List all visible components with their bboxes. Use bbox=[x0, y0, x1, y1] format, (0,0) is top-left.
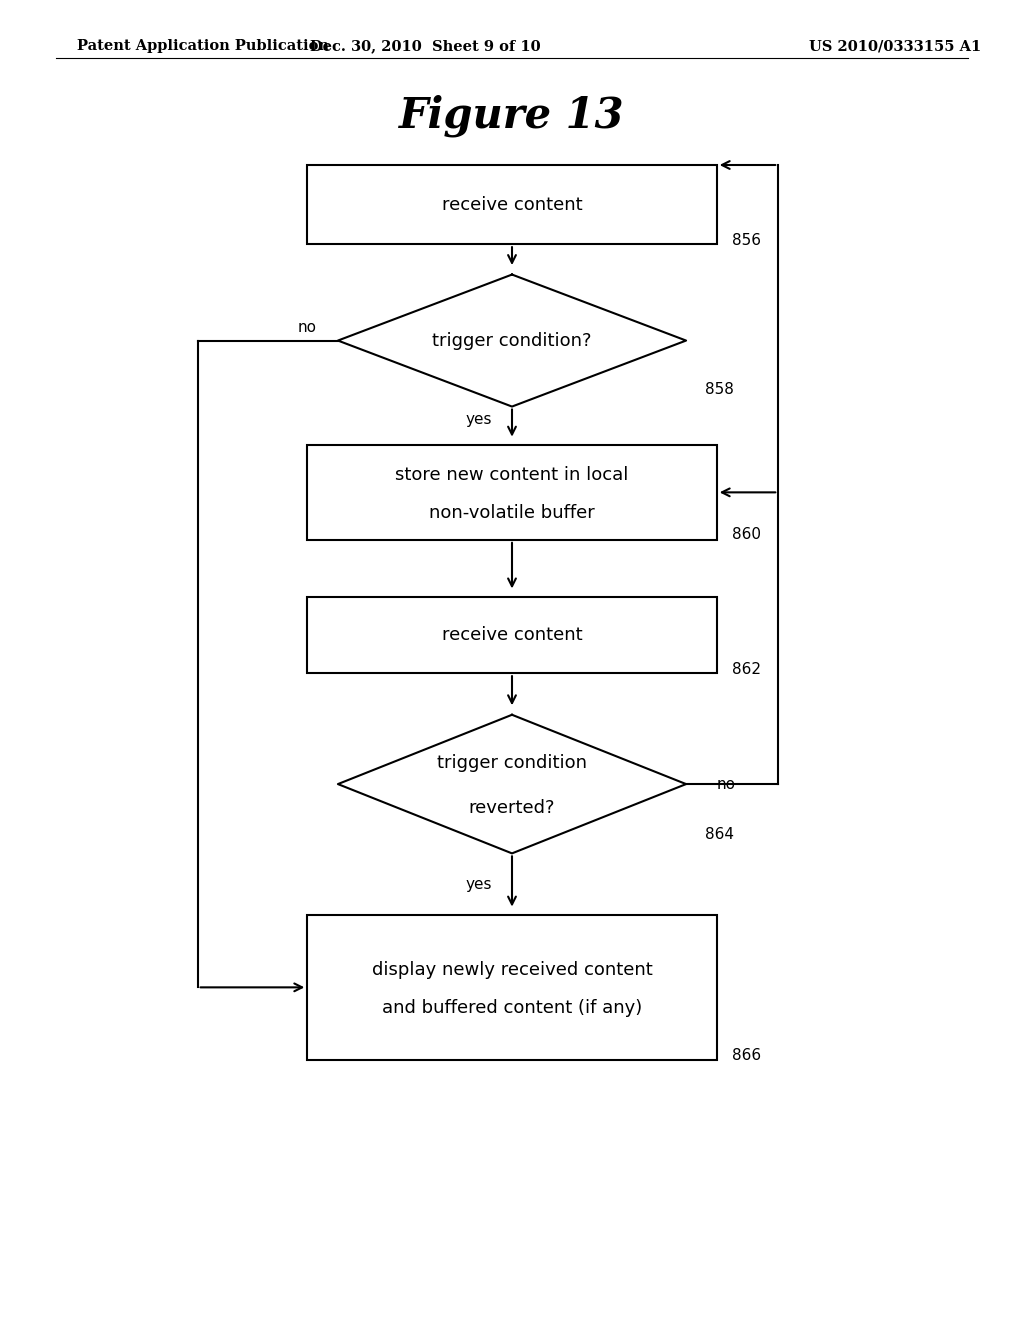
Text: 862: 862 bbox=[732, 661, 761, 677]
Text: 860: 860 bbox=[732, 527, 761, 543]
Bar bbox=[307, 597, 717, 673]
Text: receive content: receive content bbox=[441, 195, 583, 214]
Text: Patent Application Publication: Patent Application Publication bbox=[77, 40, 329, 53]
Bar bbox=[307, 915, 717, 1060]
Text: non-volatile buffer: non-volatile buffer bbox=[429, 504, 595, 523]
Text: trigger condition: trigger condition bbox=[437, 754, 587, 772]
Text: reverted?: reverted? bbox=[469, 799, 555, 817]
Text: 856: 856 bbox=[732, 232, 761, 248]
Text: US 2010/0333155 A1: US 2010/0333155 A1 bbox=[809, 40, 981, 53]
Text: Dec. 30, 2010  Sheet 9 of 10: Dec. 30, 2010 Sheet 9 of 10 bbox=[309, 40, 541, 53]
Text: and buffered content (if any): and buffered content (if any) bbox=[382, 999, 642, 1018]
Text: 858: 858 bbox=[705, 381, 733, 397]
Bar bbox=[307, 165, 717, 244]
Text: display newly received content: display newly received content bbox=[372, 961, 652, 979]
Text: 864: 864 bbox=[705, 826, 733, 842]
Text: store new content in local: store new content in local bbox=[395, 466, 629, 484]
Text: 866: 866 bbox=[732, 1048, 761, 1064]
Text: yes: yes bbox=[466, 876, 493, 891]
Text: no: no bbox=[717, 776, 736, 792]
Text: Figure 13: Figure 13 bbox=[399, 95, 625, 137]
Bar bbox=[307, 445, 717, 540]
Text: yes: yes bbox=[466, 412, 493, 426]
Text: no: no bbox=[298, 319, 316, 335]
Text: trigger condition?: trigger condition? bbox=[432, 331, 592, 350]
Text: receive content: receive content bbox=[441, 626, 583, 644]
